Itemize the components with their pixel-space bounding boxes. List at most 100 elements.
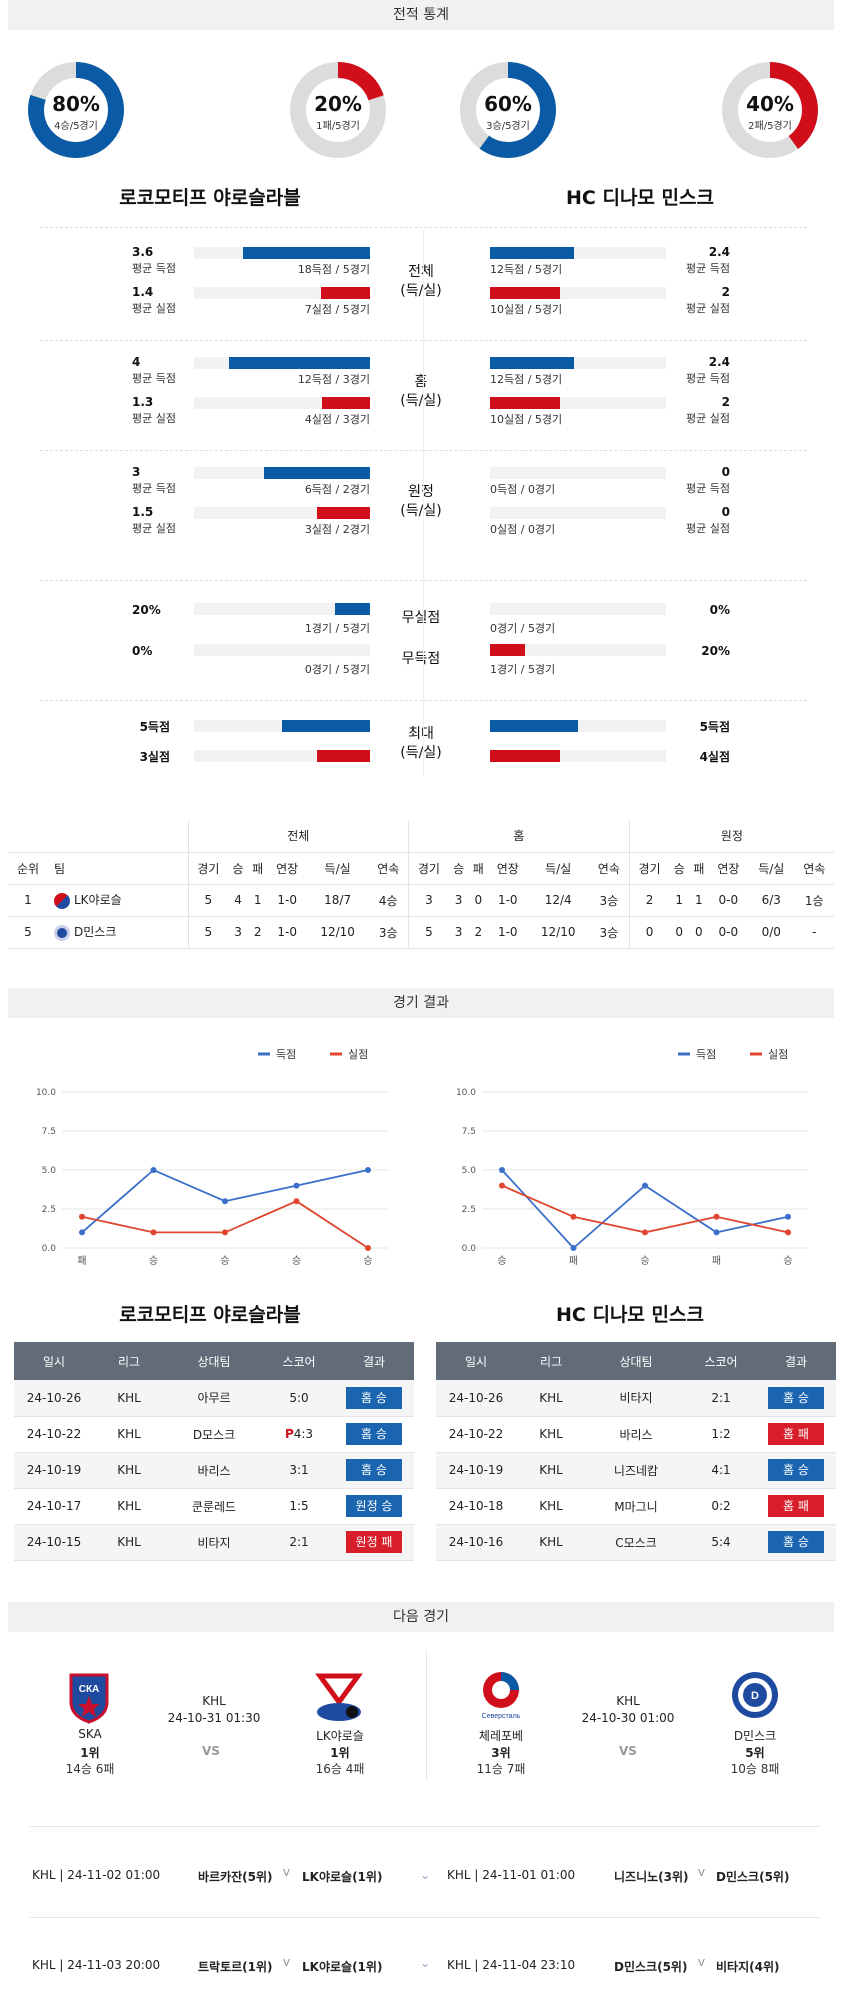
next-left-team1-rank: 1위 xyxy=(80,1746,100,1760)
standings-cell: 0-0 xyxy=(708,916,749,949)
bar-fill xyxy=(322,397,370,409)
fixture-left-1-team-a[interactable]: 트락토르(1위) xyxy=(198,1960,273,1974)
fixture-left-0-info[interactable]: KHL | 24-11-02 01:00 xyxy=(32,1868,161,1882)
fixture-right-1-team-b[interactable]: 비타지(4위) xyxy=(716,1960,780,1974)
result-opponent[interactable]: D모스크 xyxy=(164,1416,264,1453)
standings-col-header: 승 xyxy=(228,852,248,885)
standings-cell: 3 xyxy=(448,916,469,949)
data-point xyxy=(365,1245,371,1251)
section-header-results: 경기 결과 xyxy=(8,988,834,1018)
standings-team[interactable]: D민스크 xyxy=(48,916,188,949)
bar-fill xyxy=(490,397,561,409)
ska-logo-icon: СКА xyxy=(68,1672,110,1727)
x-tick-label: 승 xyxy=(292,1255,301,1267)
next-left-team2-rank: 1위 xyxy=(330,1746,350,1760)
fixture-right-1-info[interactable]: KHL | 24-11-04 23:10 xyxy=(447,1958,576,1972)
result-league: KHL xyxy=(516,1452,586,1489)
result-badge: 홈 패 xyxy=(768,1423,824,1445)
result-score-value: 3:1 xyxy=(289,1463,309,1477)
data-point xyxy=(222,1229,228,1236)
y-tick-label: 5.0 xyxy=(42,1166,57,1176)
data-point xyxy=(713,1229,720,1236)
result-score-value: 4:1 xyxy=(711,1463,731,1477)
stat-left-label: 평균 실점 xyxy=(132,522,176,535)
result-opponent[interactable]: M마그니 xyxy=(586,1488,686,1525)
bar-fill xyxy=(317,507,370,519)
fixture-right-0-team-b[interactable]: D민스크(5위) xyxy=(716,1870,790,1884)
result-opponent[interactable]: 아무르 xyxy=(164,1380,264,1417)
fixture-left-0-team-a[interactable]: 바르카잔(5위) xyxy=(198,1870,273,1884)
bar-track xyxy=(194,603,370,615)
standings-cell: 5 xyxy=(187,916,229,949)
standings-col-header: 연속 xyxy=(588,852,630,885)
result-opponent[interactable]: 바리스 xyxy=(164,1452,264,1489)
stat-left-value: 1.3 xyxy=(132,395,154,409)
standings-cell: 0 xyxy=(669,916,690,949)
fixture-right-0-team-a[interactable]: 니즈니노(3위) xyxy=(614,1870,689,1884)
next-left-team1-name: SKA xyxy=(78,1727,102,1741)
standings-col-header: 연장 xyxy=(488,852,528,885)
standings-cell: 4승 xyxy=(368,884,409,917)
result-score: 2:1 xyxy=(264,1524,334,1561)
standings-cell: 1 xyxy=(689,884,709,917)
stat-right-label: 평균 실점 xyxy=(686,522,730,535)
donut-ring xyxy=(722,62,818,158)
result-opponent[interactable]: 비타지 xyxy=(164,1524,264,1561)
standings-team-header: 팀 xyxy=(48,852,188,885)
fixture-left-0-team-b[interactable]: LK야로슬(1위) xyxy=(302,1870,383,1884)
result-opponent[interactable]: 바리스 xyxy=(586,1416,686,1453)
results-header: 결과 xyxy=(334,1342,414,1380)
next-right-team1-record: 11승 7패 xyxy=(476,1762,526,1776)
bar-track xyxy=(194,467,370,479)
fixture-right-1-team-a[interactable]: D민스크(5위) xyxy=(614,1960,688,1974)
result-opponent[interactable]: 니즈네캄 xyxy=(586,1452,686,1489)
severstal-logo-icon: Северсталь xyxy=(476,1668,526,1727)
standings-col-header: 패 xyxy=(468,852,489,885)
bar-track xyxy=(490,397,666,409)
next-right-team2-rank: 5위 xyxy=(745,1746,765,1760)
stat-left-label: 평균 득점 xyxy=(132,262,176,275)
standings-cell: 0 xyxy=(628,916,670,949)
table-row: 24-10-19 KHL 니즈네캄 4:1 홈 승 xyxy=(436,1452,836,1489)
result-date: 24-10-22 xyxy=(436,1416,516,1453)
stat-group-label-1: 전체 xyxy=(408,264,434,280)
bar-fill xyxy=(334,603,370,615)
fixture-left-1-team-b[interactable]: LK야로슬(1위) xyxy=(302,1960,383,1974)
standings-col-header: 패 xyxy=(689,852,709,885)
severstal-logo-text: Северсталь xyxy=(482,1713,521,1720)
result-opponent[interactable]: 쿤룬레드 xyxy=(164,1488,264,1525)
donut-home-loss: 20% 1패/5경기 xyxy=(290,62,386,158)
y-tick-label: 0.0 xyxy=(462,1244,477,1254)
x-tick-label: 승 xyxy=(220,1255,229,1267)
fixture-right-0-info[interactable]: KHL | 24-11-01 01:00 xyxy=(447,1868,576,1882)
standings-cell: 1승 xyxy=(794,884,834,917)
standings-col-header: 경기 xyxy=(628,852,670,885)
result-score-value: 2:1 xyxy=(711,1390,731,1405)
standings-cell: 6/3 xyxy=(748,884,795,917)
divider xyxy=(30,1917,820,1918)
cleansheet-left-value: 20% xyxy=(132,603,161,617)
result-opponent[interactable]: C모스크 xyxy=(586,1524,686,1561)
data-point xyxy=(642,1229,648,1236)
chevron-down-icon: ⌄ xyxy=(420,1868,431,1882)
bar-track xyxy=(490,720,666,732)
fixture-left-1-info[interactable]: KHL | 24-11-03 20:00 xyxy=(32,1958,161,1972)
bar-caption: 12득점 / 3경기 xyxy=(297,373,370,386)
standings-cell: 0 xyxy=(468,884,489,917)
standings-cell: 3 xyxy=(448,884,469,917)
result-opponent[interactable]: 비타지 xyxy=(586,1380,686,1417)
dinamo-minsk-logo-icon xyxy=(54,924,70,941)
standings-cell: 3 xyxy=(408,884,449,917)
standings-team[interactable]: LK야로슬 xyxy=(48,884,188,917)
data-point xyxy=(570,1213,577,1220)
result-league: KHL xyxy=(94,1380,164,1417)
y-tick-label: 0.0 xyxy=(42,1244,57,1254)
stat-right-value: 2.4 xyxy=(708,355,730,369)
table-row: 24-10-17 KHL 쿤룬레드 1:5 원정 승 xyxy=(14,1488,414,1525)
noscore-left-value: 0% xyxy=(132,644,153,658)
result-badge: 홈 승 xyxy=(346,1423,402,1445)
standings-col-header: 연속 xyxy=(794,852,834,885)
x-tick-label: 승 xyxy=(149,1255,158,1267)
stat-right-value: 2.4 xyxy=(708,245,730,259)
stat-right-value: 2 xyxy=(721,285,730,299)
